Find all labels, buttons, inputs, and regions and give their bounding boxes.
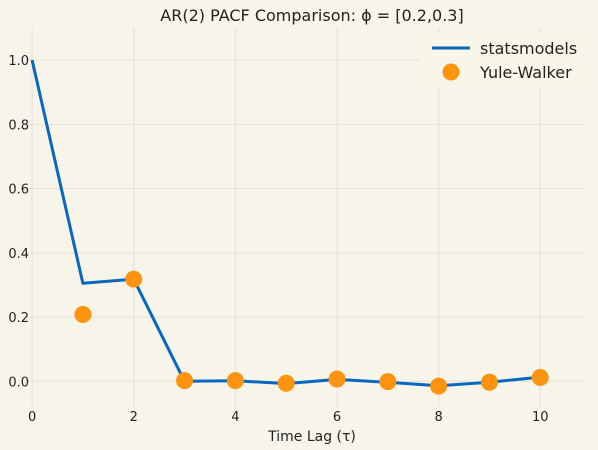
x-tick-label: 8 <box>434 410 442 425</box>
y-tick-label: 0.6 <box>8 183 29 198</box>
legend-statsmodels-label: statsmodels <box>480 39 577 58</box>
x-tick-label: 2 <box>130 410 138 425</box>
yule-walker-point <box>277 374 295 392</box>
yule-walker-point <box>176 372 194 390</box>
tick-labels: 0 2 4 6 8 10 0.0 0.2 0.4 0.6 0.8 1.0 <box>8 54 548 425</box>
legend-yule-walker-swatch <box>442 63 460 81</box>
yule-walker-point <box>125 270 143 288</box>
x-tick-label: 6 <box>333 410 341 425</box>
grid-lines <box>27 28 586 407</box>
x-tick-label: 10 <box>532 410 549 425</box>
x-axis-label: Time Lag (τ) <box>267 429 356 445</box>
y-tick-label: 1.0 <box>8 54 29 69</box>
yule-walker-point <box>480 373 498 391</box>
legend-box <box>420 32 586 88</box>
chart-title: AR(2) PACF Comparison: ϕ = [0.2,0.3] <box>160 6 463 25</box>
y-tick-label: 0.4 <box>8 247 29 262</box>
legend: statsmodels Yule-Walker <box>420 32 586 88</box>
y-tick-label: 0.2 <box>8 311 29 326</box>
yule-walker-point <box>531 368 549 386</box>
yule-walker-point <box>328 370 346 388</box>
x-tick-label: 4 <box>231 410 239 425</box>
yule-walker-point <box>430 377 448 395</box>
y-tick-label: 0.8 <box>8 118 29 133</box>
yule-walker-point <box>226 372 244 390</box>
series-layer <box>30 59 549 395</box>
y-tick-label: 0.0 <box>8 375 29 390</box>
yule-walker-point <box>74 305 92 323</box>
x-tick-label: 0 <box>28 410 36 425</box>
yule-walker-point <box>379 373 397 391</box>
legend-yule-walker-label: Yule-Walker <box>479 63 572 82</box>
